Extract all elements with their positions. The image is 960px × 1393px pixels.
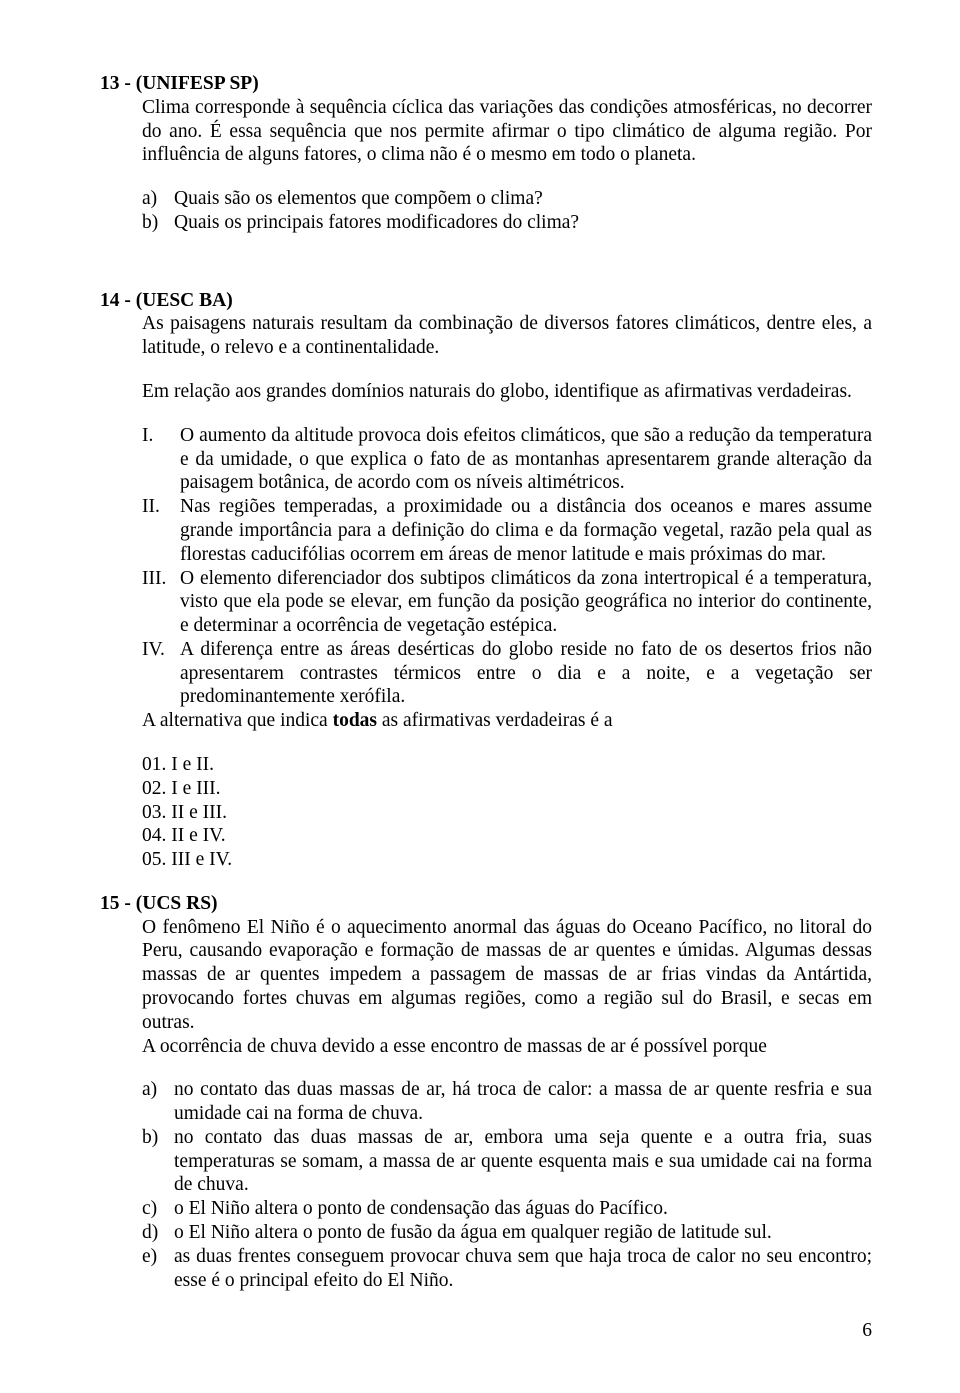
q13-option-b: b) Quais os principais fatores modificad…: [142, 211, 872, 235]
option-text: o El Niño altera o ponto de fusão da águ…: [174, 1221, 872, 1245]
roman-text: O elemento diferenciador dos subtipos cl…: [180, 567, 872, 638]
option-text: Quais são os elementos que compõem o cli…: [174, 187, 872, 211]
roman-marker: II.: [142, 495, 180, 566]
q14-final-line: A alternativa que indica todas as afirma…: [142, 709, 872, 733]
q14-option-04: 04. II e IV.: [142, 824, 872, 848]
q14-final-pre: A alternativa que indica: [142, 710, 333, 731]
page-number: 6: [862, 1319, 872, 1343]
q14-option-01: 01. I e II.: [142, 753, 872, 777]
document-page: 13 - (UNIFESP SP) Clima corresponde à se…: [0, 0, 960, 1393]
q13-option-a: a) Quais são os elementos que compõem o …: [142, 187, 872, 211]
option-marker: d): [142, 1221, 174, 1245]
q15-heading: 15 - (UCS RS): [100, 892, 872, 916]
roman-marker: III.: [142, 567, 180, 638]
option-text: no contato das duas massas de ar, há tro…: [174, 1078, 872, 1126]
roman-marker: I.: [142, 424, 180, 495]
option-text: Quais os principais fatores modificadore…: [174, 211, 872, 235]
option-text: as duas frentes conseguem provocar chuva…: [174, 1245, 872, 1293]
q14-option-02: 02. I e III.: [142, 777, 872, 801]
option-marker: c): [142, 1197, 174, 1221]
roman-marker: IV.: [142, 638, 180, 709]
q15-option-e: e) as duas frentes conseguem provocar ch…: [142, 1245, 872, 1293]
q14-statement-iii: III. O elemento diferenciador dos subtip…: [142, 567, 872, 638]
q14-heading: 14 - (UESC BA): [100, 289, 872, 313]
q15-paragraph-2: A ocorrência de chuva devido a esse enco…: [142, 1035, 872, 1059]
roman-text: O aumento da altitude provoca dois efeit…: [180, 424, 872, 495]
q13-heading: 13 - (UNIFESP SP): [100, 72, 872, 96]
roman-text: A diferença entre as áreas desérticas do…: [180, 638, 872, 709]
q14-final-post: as afirmativas verdadeiras é a: [377, 710, 613, 731]
option-marker: b): [142, 211, 174, 235]
q15-option-c: c) o El Niño altera o ponto de condensaç…: [142, 1197, 872, 1221]
q14-statement-i: I. O aumento da altitude provoca dois ef…: [142, 424, 872, 495]
q14-final-bold: todas: [333, 710, 377, 731]
option-text: o El Niño altera o ponto de condensação …: [174, 1197, 872, 1221]
q14-paragraph-1: As paisagens naturais resultam da combin…: [142, 312, 872, 360]
option-marker: b): [142, 1126, 174, 1197]
q13-paragraph: Clima corresponde à sequência cíclica da…: [142, 96, 872, 167]
q14-statement-ii: II. Nas regiões temperadas, a proximidad…: [142, 495, 872, 566]
q15-option-b: b) no contato das duas massas de ar, emb…: [142, 1126, 872, 1197]
roman-text: Nas regiões temperadas, a proximidade ou…: [180, 495, 872, 566]
q14-paragraph-2: Em relação aos grandes domínios naturais…: [142, 380, 872, 404]
q14-option-05: 05. III e IV.: [142, 848, 872, 872]
q15-paragraph-1: O fenômeno El Niño é o aquecimento anorm…: [142, 916, 872, 1035]
option-marker: e): [142, 1245, 174, 1293]
q15-option-d: d) o El Niño altera o ponto de fusão da …: [142, 1221, 872, 1245]
q14-statement-iv: IV. A diferença entre as áreas desértica…: [142, 638, 872, 709]
option-text: no contato das duas massas de ar, embora…: [174, 1126, 872, 1197]
option-marker: a): [142, 187, 174, 211]
q15-option-a: a) no contato das duas massas de ar, há …: [142, 1078, 872, 1126]
option-marker: a): [142, 1078, 174, 1126]
q14-option-03: 03. II e III.: [142, 801, 872, 825]
